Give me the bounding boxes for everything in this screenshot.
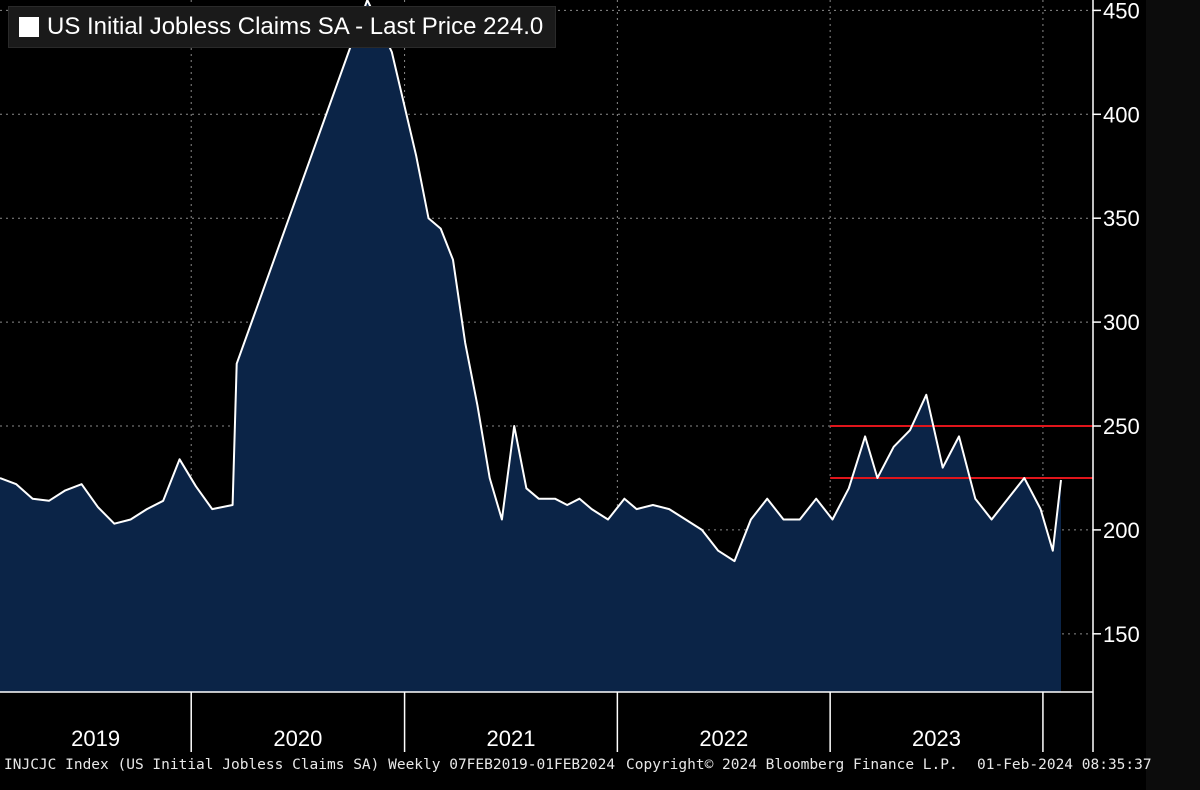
axes (0, 0, 1094, 752)
right-panel-strip (1146, 0, 1200, 790)
footer-copyright: Copyright© 2024 Bloomberg Finance L.P. (626, 757, 958, 773)
y-axis-ticks: 150 200 250 300 350 400 450 (1093, 0, 1140, 647)
x-tick-label: 2021 (487, 726, 536, 751)
x-tick-label: 2020 (273, 726, 322, 751)
x-axis-ticks: 2019 2020 2021 2022 2023 (71, 692, 1044, 752)
legend-swatch (19, 17, 39, 37)
area-fill (0, 0, 1061, 692)
y-tick-label: 150 (1103, 622, 1140, 647)
y-tick-label: 400 (1103, 102, 1140, 127)
y-tick-label: 300 (1103, 310, 1140, 335)
x-tick-label: 2019 (71, 726, 120, 751)
y-tick-label: 350 (1103, 206, 1140, 231)
x-tick-label: 2022 (699, 726, 748, 751)
y-tick-label: 200 (1103, 518, 1140, 543)
y-tick-label: 250 (1103, 414, 1140, 439)
x-tick-label: 2023 (912, 726, 961, 751)
legend: US Initial Jobless Claims SA - Last Pric… (8, 6, 557, 48)
footer-description: INJCJC Index (US Initial Jobless Claims … (4, 757, 616, 773)
legend-label: US Initial Jobless Claims SA - Last Pric… (47, 13, 544, 40)
series-line (0, 0, 1062, 563)
y-tick-label: 450 (1103, 0, 1140, 23)
footer-timestamp: 01-Feb-2024 08:35:37 (977, 757, 1152, 773)
reference-lines (830, 425, 1093, 479)
